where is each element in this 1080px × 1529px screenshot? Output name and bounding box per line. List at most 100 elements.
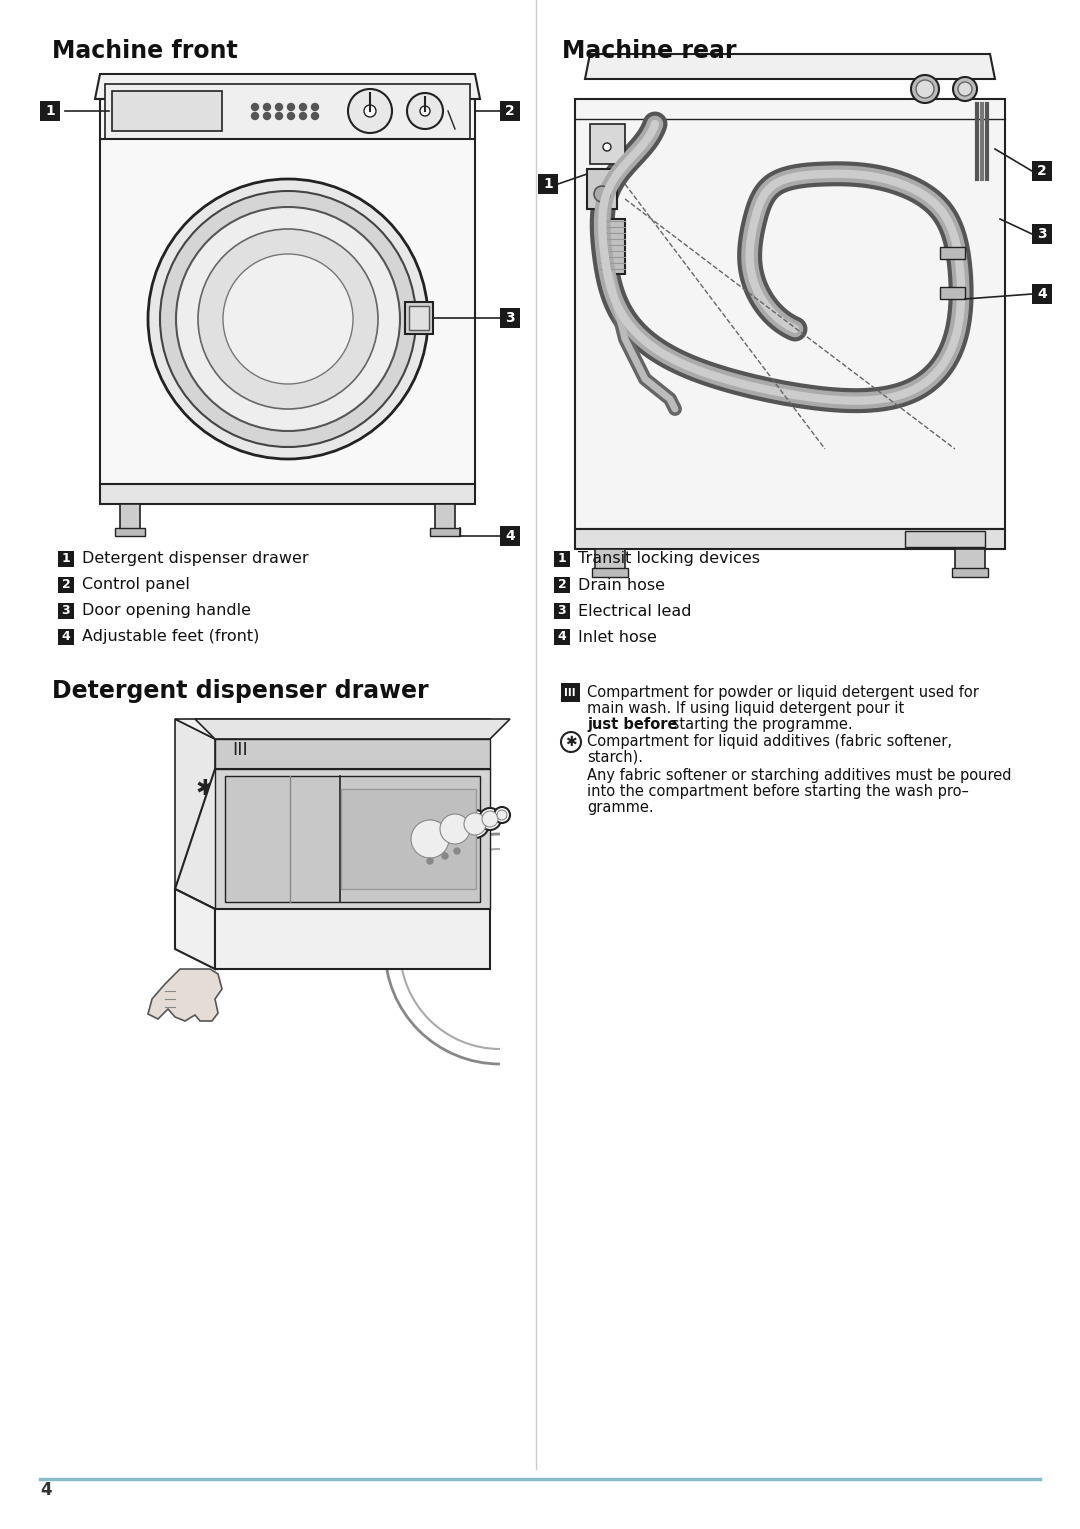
- Text: 3: 3: [557, 604, 566, 618]
- Circle shape: [494, 807, 510, 823]
- Circle shape: [594, 187, 610, 202]
- FancyBboxPatch shape: [1032, 161, 1052, 180]
- Text: into the compartment before starting the wash pro–: into the compartment before starting the…: [588, 784, 969, 800]
- Circle shape: [603, 144, 611, 151]
- Bar: [105, 84, 470, 139]
- Text: 4: 4: [62, 630, 70, 644]
- Text: Adjustable feet (front): Adjustable feet (front): [82, 630, 259, 645]
- Bar: [341, 789, 476, 888]
- Text: 1: 1: [543, 177, 553, 191]
- Polygon shape: [175, 719, 490, 739]
- Bar: [100, 485, 475, 505]
- Circle shape: [275, 104, 283, 110]
- Text: 4: 4: [557, 630, 566, 644]
- Polygon shape: [95, 73, 480, 99]
- Text: Machine rear: Machine rear: [562, 40, 737, 63]
- Bar: [955, 549, 985, 569]
- Circle shape: [497, 810, 507, 820]
- Circle shape: [311, 113, 319, 119]
- Bar: [940, 287, 966, 300]
- Circle shape: [176, 206, 400, 431]
- Circle shape: [482, 810, 498, 827]
- Bar: [575, 529, 1005, 549]
- Polygon shape: [585, 54, 995, 80]
- Circle shape: [561, 732, 581, 752]
- Text: just before: just before: [588, 717, 677, 732]
- Text: 4: 4: [505, 529, 515, 543]
- FancyBboxPatch shape: [554, 576, 570, 593]
- Text: Inlet hose: Inlet hose: [578, 630, 657, 645]
- Bar: [430, 528, 460, 537]
- Text: 2: 2: [1037, 164, 1047, 177]
- Text: 1: 1: [62, 552, 70, 566]
- Text: Any fabric softener or starching additives must be poured: Any fabric softener or starching additiv…: [588, 768, 1012, 783]
- FancyBboxPatch shape: [40, 101, 60, 121]
- Bar: [951, 567, 988, 576]
- Polygon shape: [175, 719, 215, 950]
- Circle shape: [299, 104, 307, 110]
- Bar: [588, 170, 617, 209]
- Circle shape: [408, 816, 453, 861]
- Text: Detergent dispenser drawer: Detergent dispenser drawer: [82, 552, 309, 567]
- Circle shape: [264, 104, 270, 110]
- Circle shape: [148, 179, 428, 459]
- FancyBboxPatch shape: [58, 550, 75, 567]
- Bar: [575, 99, 1005, 529]
- Circle shape: [252, 113, 258, 119]
- Circle shape: [464, 813, 486, 835]
- Circle shape: [437, 810, 473, 847]
- Circle shape: [411, 820, 449, 858]
- Text: 3: 3: [62, 604, 70, 618]
- Text: 1: 1: [45, 104, 55, 118]
- Circle shape: [222, 254, 353, 384]
- Text: 4: 4: [40, 1482, 52, 1498]
- Text: 2: 2: [557, 578, 566, 592]
- Text: Drain hose: Drain hose: [578, 578, 665, 593]
- FancyBboxPatch shape: [538, 174, 558, 194]
- Circle shape: [912, 75, 939, 102]
- FancyBboxPatch shape: [58, 576, 75, 593]
- Circle shape: [454, 849, 460, 855]
- FancyBboxPatch shape: [1032, 284, 1052, 304]
- Circle shape: [958, 83, 972, 96]
- Bar: [100, 99, 475, 489]
- Text: starting the programme.: starting the programme.: [667, 717, 852, 732]
- FancyBboxPatch shape: [1032, 225, 1052, 245]
- Circle shape: [407, 93, 443, 128]
- Bar: [405, 303, 433, 333]
- FancyBboxPatch shape: [500, 307, 519, 329]
- Circle shape: [160, 191, 416, 446]
- FancyBboxPatch shape: [561, 683, 580, 702]
- Circle shape: [311, 104, 319, 110]
- Text: III: III: [564, 688, 576, 699]
- Bar: [120, 505, 140, 529]
- Circle shape: [364, 106, 376, 118]
- FancyBboxPatch shape: [500, 101, 519, 121]
- Circle shape: [287, 113, 295, 119]
- Bar: [905, 531, 985, 547]
- Circle shape: [275, 113, 283, 119]
- Bar: [215, 910, 490, 969]
- Circle shape: [427, 858, 433, 864]
- Text: Door opening handle: Door opening handle: [82, 604, 251, 619]
- Bar: [590, 124, 625, 164]
- Circle shape: [461, 810, 489, 838]
- Text: Electrical lead: Electrical lead: [578, 604, 691, 619]
- Bar: [225, 777, 480, 902]
- Text: starch).: starch).: [588, 751, 643, 764]
- Text: gramme.: gramme.: [588, 800, 653, 815]
- Text: Compartment for liquid additives (fabric softener,: Compartment for liquid additives (fabric…: [588, 734, 951, 749]
- Text: 1: 1: [557, 552, 566, 566]
- Bar: [114, 528, 145, 537]
- Text: Compartment for powder or liquid detergent used for: Compartment for powder or liquid deterge…: [588, 685, 978, 700]
- Text: Control panel: Control panel: [82, 578, 190, 593]
- Bar: [600, 219, 625, 274]
- Text: ✱: ✱: [195, 778, 214, 800]
- Text: 2: 2: [62, 578, 70, 592]
- Bar: [592, 567, 627, 576]
- FancyBboxPatch shape: [554, 628, 570, 645]
- Polygon shape: [175, 769, 490, 910]
- FancyBboxPatch shape: [58, 628, 75, 645]
- Bar: [940, 248, 966, 258]
- Circle shape: [916, 80, 934, 98]
